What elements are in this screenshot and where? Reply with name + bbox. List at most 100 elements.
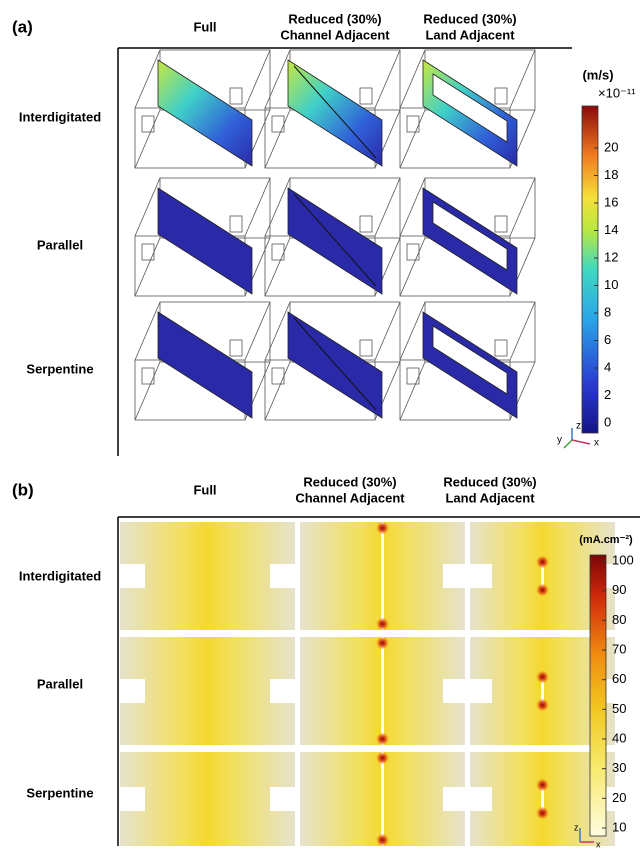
velocity-plane: [157, 59, 253, 167]
wireframe: [229, 215, 243, 233]
current-density-map: [300, 521, 465, 631]
colorbar-tick-label: 2: [604, 387, 611, 402]
wireframe: [374, 49, 401, 109]
current-density-map: [120, 752, 295, 846]
flow-field-model: [134, 177, 271, 297]
hotspot: [375, 751, 390, 765]
axis-arrow: [563, 439, 573, 449]
flow-field-model: [264, 49, 401, 169]
colorbar-tick-label: 50: [612, 701, 626, 716]
wireframe: [494, 339, 508, 357]
wireframe: [134, 237, 161, 297]
current-density-map: [300, 751, 465, 847]
row-label: Serpentine: [26, 785, 93, 800]
colorbar-tick-label: 100: [612, 552, 634, 567]
wireframe: [244, 49, 271, 109]
panel-label: (a): [12, 17, 33, 36]
colorbar-tick-label: 10: [604, 277, 618, 292]
wireframe: [494, 215, 508, 233]
plane-edge: [293, 193, 377, 287]
wireframe: [374, 301, 401, 361]
row-label: Parallel: [37, 237, 83, 252]
column-header: Land Adjacent: [445, 490, 535, 505]
wireframe: [229, 339, 243, 357]
plane-gap: [432, 325, 508, 395]
wireframe: [141, 115, 155, 133]
panel-label: (b): [12, 480, 34, 499]
notch: [443, 564, 465, 588]
current-density-map: [120, 522, 295, 630]
colorbar-tick-label: 18: [604, 167, 618, 182]
velocity-plane: [287, 59, 383, 167]
velocity-plane: [287, 311, 383, 419]
axis-arrow: [571, 439, 591, 445]
wireframe: [406, 115, 420, 133]
notch: [470, 564, 492, 588]
wireframe: [406, 243, 420, 261]
wireframe: [399, 301, 426, 361]
hotspot: [535, 670, 550, 684]
column-header: Reduced (30%): [443, 474, 536, 489]
velocity-plane: [157, 311, 253, 419]
wireframe: [509, 177, 536, 237]
wireframe: [374, 177, 401, 237]
colorbar-tick-label: 20: [612, 790, 626, 805]
column-header: Reduced (30%): [288, 11, 381, 26]
colorbar-tick-label: 0: [604, 414, 611, 429]
flow-field-model: [399, 49, 536, 169]
axis-label: z: [574, 822, 579, 832]
colorbar-multiplier: ×10⁻¹¹: [598, 85, 636, 100]
wireframe: [406, 367, 420, 385]
notch: [120, 787, 145, 811]
wireframe: [141, 243, 155, 261]
wireframe: [399, 237, 426, 297]
wireframe: [509, 49, 536, 109]
hotspot: [375, 732, 390, 746]
notch: [270, 564, 295, 588]
axis-label: y: [557, 435, 562, 446]
wireframe: [141, 367, 155, 385]
colorbar-tick-label: 16: [604, 194, 618, 209]
wireframe: [271, 243, 285, 261]
column-header: Full: [193, 482, 216, 497]
flow-field-model: [134, 301, 271, 421]
row-label: Interdigitated: [19, 568, 101, 583]
colorbar-tick-label: 80: [612, 612, 626, 627]
wireframe: [264, 301, 291, 361]
wireframe: [229, 87, 243, 105]
notch: [443, 679, 465, 703]
column-header: Full: [193, 19, 216, 34]
row-label: Interdigitated: [19, 109, 101, 124]
colorbar-tick-label: 4: [604, 359, 611, 374]
wireframe: [271, 367, 285, 385]
colorbar-tick-label: 8: [604, 304, 611, 319]
colorbar-unit: (mA.cm⁻²): [579, 534, 633, 546]
wireframe: [244, 177, 271, 237]
current-density-map: [300, 636, 465, 746]
colorbar-tick-label: 20: [604, 139, 618, 154]
flow-field-model: [264, 301, 401, 421]
colorbar-tick-label: 10: [612, 819, 626, 834]
wireframe: [264, 177, 291, 237]
hotspot: [535, 806, 550, 820]
colorbar-tick-label: 70: [612, 641, 626, 656]
hotspot: [535, 555, 550, 569]
colorbar-unit: (m/s): [582, 67, 613, 82]
row-label: Serpentine: [26, 361, 93, 376]
axis-label: x: [594, 438, 599, 449]
column-header: Channel Adjacent: [295, 490, 405, 505]
map: [120, 752, 295, 846]
wireframe: [244, 301, 271, 361]
colorbar-tick-label: 60: [612, 671, 626, 686]
velocity-plane: [157, 187, 253, 295]
notch: [470, 679, 492, 703]
column-header: Reduced (30%): [303, 474, 396, 489]
wireframe: [494, 87, 508, 105]
wireframe: [399, 109, 426, 169]
plane-gap: [432, 201, 508, 271]
colorbar-tick-label: 30: [612, 760, 626, 775]
colorbar-tick-label: 90: [612, 582, 626, 597]
hotspot: [535, 583, 550, 597]
hotspot: [375, 617, 390, 631]
